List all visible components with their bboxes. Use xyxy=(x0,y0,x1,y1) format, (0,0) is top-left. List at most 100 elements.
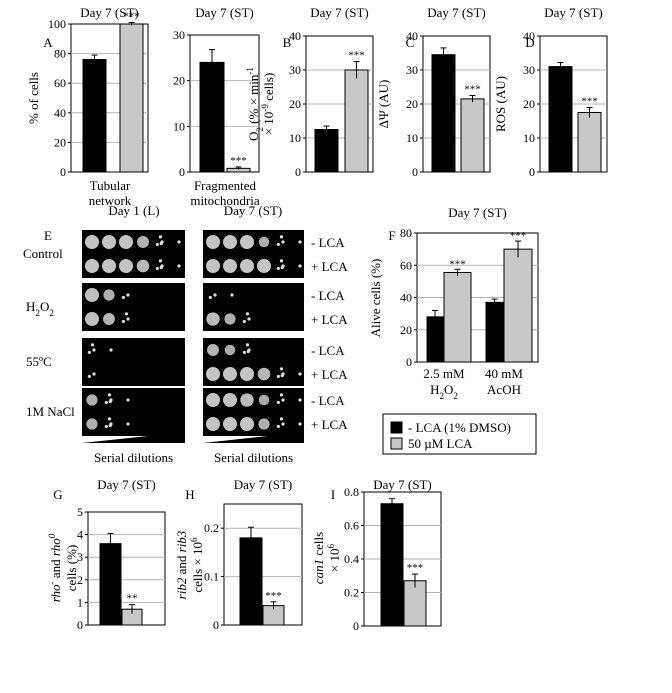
group-label: 2.5 mM xyxy=(423,366,465,381)
chart-title: Day 7 (ST) xyxy=(97,477,156,492)
bar-black xyxy=(314,129,339,173)
lca-label: + LCA xyxy=(311,312,348,327)
y-tick-label: 40 xyxy=(289,29,301,43)
colony-spot xyxy=(103,289,115,301)
y-tick-label: 0 xyxy=(353,619,359,633)
legend-swatch-black xyxy=(390,421,403,434)
colony-dot xyxy=(87,350,91,355)
colony-dot xyxy=(281,398,285,402)
y-tick-label: 0.1 xyxy=(204,570,219,584)
colony-spot xyxy=(258,236,270,248)
plate-image xyxy=(203,283,304,331)
y-axis-label: Alive cells (%) xyxy=(368,259,383,338)
column-title: Day 1 (L) xyxy=(108,203,159,218)
y-tick-label: 20 xyxy=(173,74,185,88)
lca-label: - LCA xyxy=(311,343,345,358)
colony-dot xyxy=(245,343,250,347)
significance-label: *** xyxy=(123,11,140,23)
colony-dot xyxy=(155,242,159,247)
plate-image xyxy=(82,283,185,331)
chart-b: 0 10 20 30 40 *** Day 7 (ST) B xyxy=(283,5,374,179)
bar-gray xyxy=(403,580,427,627)
panel-letter: B xyxy=(283,35,292,50)
y-tick-label: 30 xyxy=(406,63,418,77)
bar-gray xyxy=(577,112,602,173)
colony-dot xyxy=(279,235,284,239)
plot-frame xyxy=(223,503,303,626)
colony-dot xyxy=(247,317,251,321)
colony-spot xyxy=(206,417,220,431)
y-tick-label: 0 xyxy=(179,165,185,179)
colony-dot xyxy=(126,422,130,426)
colony-dot xyxy=(92,348,96,352)
y-tick-label: 40 xyxy=(400,291,412,305)
dilution-wedge xyxy=(203,432,304,443)
colony-dot xyxy=(298,240,302,244)
y-tick-label: 10 xyxy=(173,119,185,133)
colony-dot xyxy=(276,374,280,379)
chart-title: Day 7 (ST) xyxy=(448,205,507,220)
colony-spot xyxy=(207,344,219,356)
y-tick-label: 60 xyxy=(54,76,66,90)
column-title: Day 7 (ST) xyxy=(224,203,283,218)
spot-assay: E Day 1 (L) Day 7 (ST) Control - LCA + LCA H2O… xyxy=(23,203,348,465)
y-tick-label: 100 xyxy=(48,17,66,31)
plate-image xyxy=(203,230,304,278)
colony-spot xyxy=(206,367,220,381)
chart-d: 0 10 20 30 40 *** Day 7 (ST) D xyxy=(523,5,608,179)
colony-dot xyxy=(298,372,302,376)
colony-dot xyxy=(159,241,163,246)
lca-label: - LCA xyxy=(311,393,345,408)
bar-gray xyxy=(503,248,533,363)
colony-spot xyxy=(86,418,98,430)
bar-black xyxy=(82,59,107,173)
y-tick-label: 0.4 xyxy=(344,552,359,566)
significance-label: *** xyxy=(265,590,282,602)
colony-dot xyxy=(276,242,280,247)
y-axis-label: × 106 xyxy=(326,543,342,572)
colony-spot xyxy=(86,394,98,406)
condition-label: Control xyxy=(23,246,63,261)
colony-spot xyxy=(206,312,220,326)
chart-title: Day 7 (ST) xyxy=(427,5,486,20)
colony-dot xyxy=(126,317,130,321)
chart-title: Day 7 (ST) xyxy=(310,5,369,20)
colony-dot xyxy=(121,295,125,300)
colony-spot xyxy=(223,259,237,273)
y-tick-label: 5 xyxy=(77,505,83,519)
y-tick-label: 20 xyxy=(406,97,418,111)
colony-dot xyxy=(90,343,95,347)
colony-dot xyxy=(158,235,163,239)
colony-dot xyxy=(155,266,159,271)
colony-spot xyxy=(206,259,220,273)
significance-label: *** xyxy=(348,50,365,62)
colony-spot xyxy=(258,394,270,406)
colony-dot xyxy=(104,424,108,429)
bar-black xyxy=(199,61,225,173)
colony-spot xyxy=(102,235,116,249)
y-tick-label: 30 xyxy=(523,63,535,77)
colony-dot xyxy=(281,422,285,426)
y-tick-label: 10 xyxy=(289,131,301,145)
panel-letter: F xyxy=(388,228,395,243)
x-axis-label: Tubular xyxy=(90,178,131,193)
colony-dot xyxy=(246,349,250,354)
colony-spot xyxy=(224,313,236,325)
colony-dot xyxy=(107,417,112,421)
bar-black xyxy=(99,543,122,626)
y-tick-label: 20 xyxy=(523,97,535,111)
significance-label: *** xyxy=(230,155,247,167)
significance-label: *** xyxy=(449,258,466,270)
lca-label: + LCA xyxy=(311,417,348,432)
condition-label: 55ºC xyxy=(26,354,52,369)
chart-title: Day 7 (ST) xyxy=(195,5,254,20)
colony-dot xyxy=(242,350,246,355)
group-label: AcOH xyxy=(487,382,521,397)
bar-gray xyxy=(344,69,369,173)
plate-image xyxy=(203,338,304,386)
bar-gray xyxy=(443,272,472,363)
y-axis-label: cells × 106 xyxy=(189,537,205,593)
colony-dot xyxy=(280,265,284,270)
dilution-wedge xyxy=(82,432,185,443)
